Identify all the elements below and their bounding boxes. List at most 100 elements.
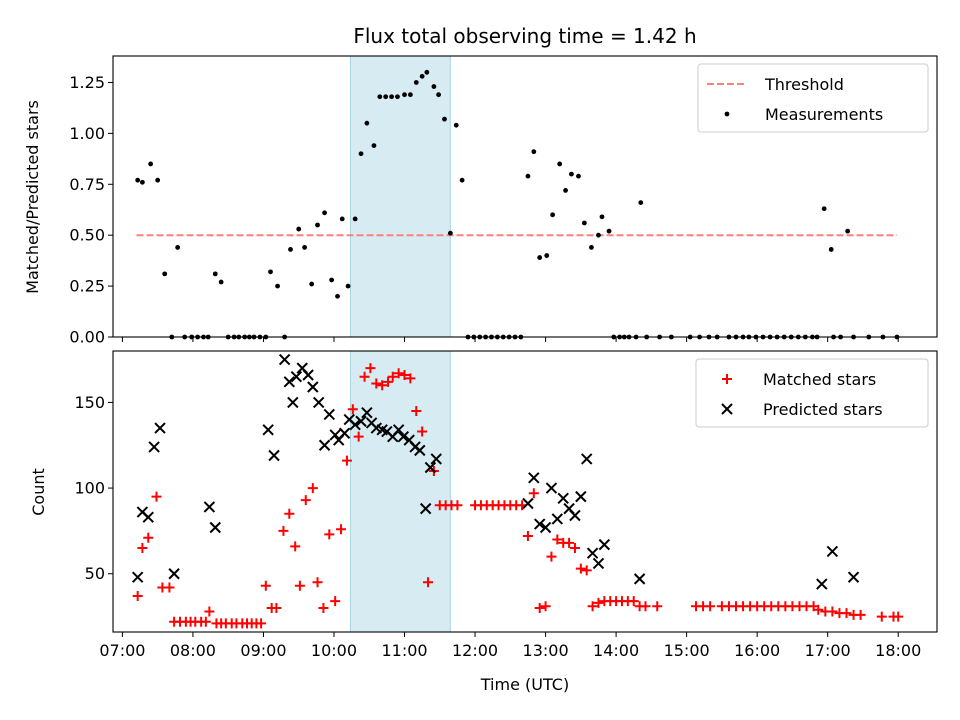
matched-star-point xyxy=(365,363,376,374)
measurement-point xyxy=(544,253,550,258)
measurement-point xyxy=(447,230,453,236)
bottom-shaded-span xyxy=(349,350,451,633)
top-shaded-span xyxy=(349,55,451,338)
matched-star-point xyxy=(151,491,162,502)
x-tick-label: 16:00 xyxy=(734,641,780,660)
measurement-point xyxy=(296,226,302,232)
x-tick-label: 13:00 xyxy=(523,641,569,660)
predicted-star-point xyxy=(338,427,351,439)
measurement-point xyxy=(531,149,537,155)
top-x-ticks xyxy=(121,337,899,342)
legend-threshold-label: Threshold xyxy=(764,75,844,94)
top-y-tick-label: 1.25 xyxy=(69,73,105,92)
matched-star-point xyxy=(284,508,295,519)
predicted-star-point xyxy=(307,381,319,393)
matched-swatch-marker xyxy=(722,374,732,384)
matched-star-point xyxy=(307,483,318,494)
predicted-star-point xyxy=(424,461,437,474)
measurement-point xyxy=(569,171,574,177)
matched-star-point xyxy=(260,580,271,591)
bottom-axes-frame xyxy=(112,350,938,633)
matched-star-point xyxy=(587,601,598,612)
predicted-star-point xyxy=(287,396,299,409)
measurement-point xyxy=(339,216,345,222)
measurement-point xyxy=(345,283,351,289)
measurement-point xyxy=(358,151,364,157)
measurement-point xyxy=(268,269,273,275)
measurement-point xyxy=(135,177,141,183)
matched-star-point xyxy=(705,601,716,612)
predicted-star-point xyxy=(569,509,581,522)
measurement-point xyxy=(322,210,327,216)
legend-matched-swatch xyxy=(722,374,732,384)
matched-star-point xyxy=(652,601,663,612)
predicted-star-point xyxy=(598,538,611,551)
measurement-point xyxy=(352,216,358,222)
top-y-tick-label: 0.25 xyxy=(69,277,105,296)
chart-title: Flux total observing time = 1.42 h xyxy=(353,24,696,48)
measurement-point xyxy=(335,293,340,299)
predicted-star-point xyxy=(209,521,221,534)
top-y-tick-label: 0.50 xyxy=(69,226,105,245)
measurement-point xyxy=(218,279,224,285)
measurement-point xyxy=(581,220,587,226)
predicted-star-point xyxy=(318,439,331,451)
measurement-point xyxy=(419,73,425,79)
predicted-star-point xyxy=(361,406,373,419)
predicted-star-point xyxy=(283,376,296,388)
predicted-star-points xyxy=(131,353,860,590)
predicted-star-point xyxy=(168,568,180,580)
top-legend: Threshold Measurements xyxy=(697,63,929,133)
matched-star-point xyxy=(841,608,852,619)
matched-star-point xyxy=(359,371,370,382)
predicted-star-point xyxy=(131,571,144,583)
measurement-point xyxy=(828,247,834,252)
matched-star-point xyxy=(371,378,382,389)
measurement-point xyxy=(596,232,601,238)
predicted-star-point xyxy=(847,571,860,583)
measurement-point xyxy=(459,177,465,183)
predicted-star-point xyxy=(592,557,605,570)
matched-star-point xyxy=(855,609,866,620)
matched-star-point xyxy=(387,371,398,382)
x-tick-label: 12:00 xyxy=(452,641,498,660)
predicted-star-point xyxy=(826,545,839,558)
matched-star-point xyxy=(593,597,604,608)
matched-star-point xyxy=(137,543,148,554)
measurement-point xyxy=(821,206,827,212)
top-panel: 0.00 0.25 0.50 0.75 1.00 1.25 Matched/Predict… xyxy=(23,55,938,347)
matched-star-point xyxy=(312,577,323,588)
measurement-point xyxy=(431,84,437,89)
matched-star-point xyxy=(336,524,347,535)
matched-star-point xyxy=(522,531,533,542)
x-tick-label: 07:00 xyxy=(99,641,145,660)
measurement-point xyxy=(606,228,612,234)
measurement-point xyxy=(537,255,543,260)
matched-star-point xyxy=(581,565,592,576)
predicted-star-point xyxy=(262,424,274,436)
matched-star-point xyxy=(271,603,282,614)
measurement-point xyxy=(413,80,419,85)
measurement-point xyxy=(162,271,168,277)
predicted-star-point xyxy=(323,408,335,421)
predicted-star-point xyxy=(575,490,587,503)
measurement-point xyxy=(424,69,430,75)
top-y-tick-label: 0.00 xyxy=(69,328,105,347)
legend-matched-label: Matched stars xyxy=(763,370,876,389)
predicted-star-point xyxy=(551,513,564,525)
predicted-star-point xyxy=(430,453,442,465)
predicted-star-point xyxy=(268,449,280,462)
predicted-star-point xyxy=(142,511,154,523)
predicted-star-point xyxy=(203,501,216,513)
predicted-star-point xyxy=(414,444,426,457)
predicted-star-point xyxy=(154,422,166,434)
bottom-y-ticks: 50 100 150 xyxy=(74,393,113,583)
measurement-point xyxy=(589,245,594,250)
matched-star-point xyxy=(876,611,887,622)
predicted-star-point xyxy=(349,418,361,431)
matched-star-point xyxy=(200,616,211,627)
bottom-panel: 07:00 08:00 09:00 10:00 11:00 12:00 13:00 14:00… xyxy=(29,350,938,694)
measurement-point xyxy=(175,245,181,250)
measurement-point xyxy=(139,179,145,185)
